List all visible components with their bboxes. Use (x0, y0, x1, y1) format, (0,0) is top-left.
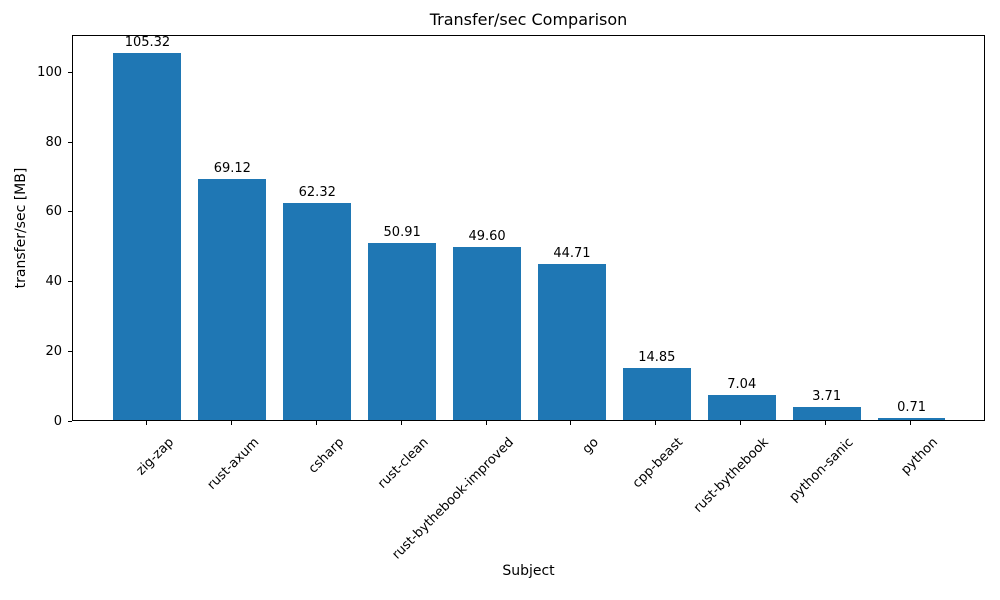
x-tick-label: zig-zap (133, 435, 178, 479)
x-tick-label: go (579, 435, 602, 458)
x-tick-label: rust-bythebook (690, 435, 772, 516)
bar (707, 395, 776, 420)
x-tick (910, 421, 912, 425)
x-tick (485, 421, 487, 425)
bar (198, 179, 267, 420)
bar-value-label: 50.91 (383, 224, 421, 240)
y-tick-label: 20 (45, 343, 62, 359)
y-tick-label: 60 (45, 204, 62, 220)
bar (113, 53, 182, 420)
bar-value-label: 7.04 (727, 377, 757, 393)
x-tick (825, 421, 827, 425)
x-tick (315, 421, 317, 425)
bar (368, 242, 437, 420)
x-tick (740, 421, 742, 425)
bar (453, 247, 521, 420)
y-axis-label: transfer/sec [MB] (13, 167, 29, 289)
bar (792, 407, 861, 420)
y-tick (68, 141, 72, 143)
bar-value-label: 62.32 (298, 184, 336, 200)
y-tick-label: 0 (53, 413, 62, 429)
bar-value-label: 3.71 (812, 389, 842, 405)
x-axis-label: Subject (502, 563, 555, 579)
x-tick (570, 421, 572, 425)
y-tick-label: 100 (37, 65, 62, 81)
y-tick (68, 72, 72, 74)
bar-value-label: 69.12 (213, 161, 251, 177)
chart-title: Transfer/sec Comparison (429, 10, 628, 29)
bar (537, 264, 606, 420)
x-tick-label: cpp-beast (630, 435, 687, 492)
x-tick-label: python-sanic (786, 435, 857, 505)
x-tick-label: python (898, 435, 942, 478)
x-tick-label: csharp (305, 435, 347, 477)
bar (283, 202, 352, 420)
x-tick (400, 421, 402, 425)
bar (877, 417, 946, 420)
x-tick (655, 421, 657, 425)
x-tick (230, 421, 232, 425)
bar-value-label: 14.85 (638, 350, 676, 366)
y-tick (68, 281, 72, 283)
y-tick (68, 211, 72, 213)
x-tick-label: rust-clean (375, 435, 432, 492)
bar-value-label: 49.60 (468, 229, 506, 245)
x-tick-label: rust-axum (204, 435, 262, 493)
y-tick (68, 420, 72, 422)
y-tick-label: 80 (45, 134, 62, 150)
x-tick (145, 421, 147, 425)
plot-area: 105.32 69.12 62.32 50.91 49.60 44.71 14.85 7.04… (72, 35, 985, 421)
bar-value-label: 0.71 (897, 399, 927, 415)
bar-value-label: 105.32 (124, 35, 171, 51)
bar (622, 368, 691, 420)
y-tick (68, 350, 72, 352)
y-tick-label: 40 (45, 274, 62, 290)
bar-value-label: 44.71 (553, 246, 591, 262)
